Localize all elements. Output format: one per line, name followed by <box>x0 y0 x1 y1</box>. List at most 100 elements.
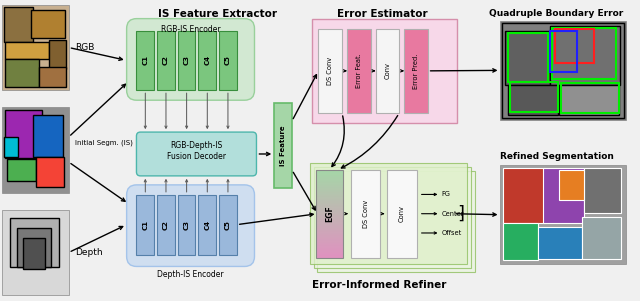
Bar <box>316 247 343 248</box>
Bar <box>39 67 66 87</box>
Bar <box>316 242 343 243</box>
Bar <box>316 232 343 233</box>
Bar <box>157 195 175 255</box>
Bar <box>316 174 343 175</box>
Bar <box>2 210 68 295</box>
Bar <box>316 252 343 253</box>
Bar <box>178 195 195 255</box>
Bar <box>316 185 343 186</box>
Text: Conv: Conv <box>399 205 405 222</box>
Bar <box>316 195 343 196</box>
Bar <box>316 215 343 216</box>
Text: Offset: Offset <box>442 230 461 236</box>
Bar <box>316 211 343 212</box>
Bar <box>316 205 343 206</box>
Bar <box>316 218 343 219</box>
Bar <box>316 183 343 184</box>
Bar <box>316 226 343 227</box>
Bar <box>316 247 343 249</box>
Bar <box>198 195 216 255</box>
Text: Initial Segm. (IS): Initial Segm. (IS) <box>76 140 133 146</box>
FancyBboxPatch shape <box>127 19 255 100</box>
Bar <box>316 208 343 209</box>
Text: C2: C2 <box>163 55 169 65</box>
Text: C3: C3 <box>184 55 189 65</box>
Bar <box>31 10 65 38</box>
Text: C1: C1 <box>142 220 148 230</box>
Bar <box>312 19 457 123</box>
Text: EGF: EGF <box>324 205 334 222</box>
Bar <box>316 229 343 230</box>
Bar <box>554 29 594 64</box>
Bar <box>316 253 343 255</box>
Bar <box>316 179 343 180</box>
Text: Error-Informed Refiner: Error-Informed Refiner <box>312 281 447 290</box>
Bar <box>504 223 538 260</box>
Bar <box>404 29 428 113</box>
Bar <box>4 7 33 42</box>
Text: Error Feat.: Error Feat. <box>356 54 362 88</box>
Bar <box>316 209 343 210</box>
Bar <box>316 201 343 202</box>
Bar <box>2 5 68 90</box>
Bar <box>316 237 343 238</box>
Text: Error Pred.: Error Pred. <box>413 53 419 88</box>
Bar <box>316 212 343 213</box>
Bar <box>508 85 557 115</box>
Bar <box>316 187 343 188</box>
Bar <box>316 200 343 201</box>
Bar <box>316 228 343 229</box>
Bar <box>319 29 342 113</box>
Bar <box>504 168 545 223</box>
Bar <box>157 31 175 90</box>
Bar <box>543 168 584 223</box>
Bar <box>316 180 343 181</box>
Bar <box>316 239 343 240</box>
Text: C5: C5 <box>225 55 231 65</box>
Bar <box>316 225 343 226</box>
Bar <box>316 213 343 214</box>
Bar <box>316 194 343 195</box>
Text: IS Feature Extractor: IS Feature Extractor <box>157 9 276 19</box>
Bar <box>316 230 343 231</box>
Bar <box>508 33 548 82</box>
Bar <box>550 31 577 72</box>
Bar <box>347 29 371 113</box>
Bar <box>552 28 616 79</box>
Bar <box>316 182 343 183</box>
Bar <box>316 177 343 178</box>
Bar <box>316 175 343 176</box>
Bar <box>316 171 343 172</box>
Bar <box>316 172 343 173</box>
Bar <box>316 220 343 221</box>
Bar <box>316 245 343 246</box>
Bar <box>49 39 66 69</box>
Bar <box>316 249 343 250</box>
Bar <box>316 199 343 200</box>
Bar <box>17 228 51 268</box>
Text: DS Conv: DS Conv <box>327 57 333 85</box>
Bar <box>500 165 627 265</box>
Text: C1: C1 <box>142 55 148 65</box>
Bar <box>316 233 343 234</box>
FancyBboxPatch shape <box>136 132 257 176</box>
Bar <box>219 195 237 255</box>
Text: FG: FG <box>442 191 451 197</box>
Bar <box>316 234 343 235</box>
Bar <box>136 31 154 90</box>
Bar <box>316 214 343 215</box>
Bar <box>36 157 63 187</box>
Bar <box>500 20 627 120</box>
Bar <box>316 173 343 174</box>
Bar <box>316 204 343 205</box>
Text: RGB-IS Encoder: RGB-IS Encoder <box>161 25 220 34</box>
Text: C2: C2 <box>163 220 169 230</box>
Bar <box>506 31 550 85</box>
Bar <box>316 189 343 190</box>
Text: Refined Segmentation: Refined Segmentation <box>500 152 614 161</box>
Bar <box>316 255 343 256</box>
Bar <box>316 223 343 224</box>
Text: Error Estimator: Error Estimator <box>337 9 428 19</box>
Bar <box>316 231 343 232</box>
Bar <box>502 23 625 118</box>
